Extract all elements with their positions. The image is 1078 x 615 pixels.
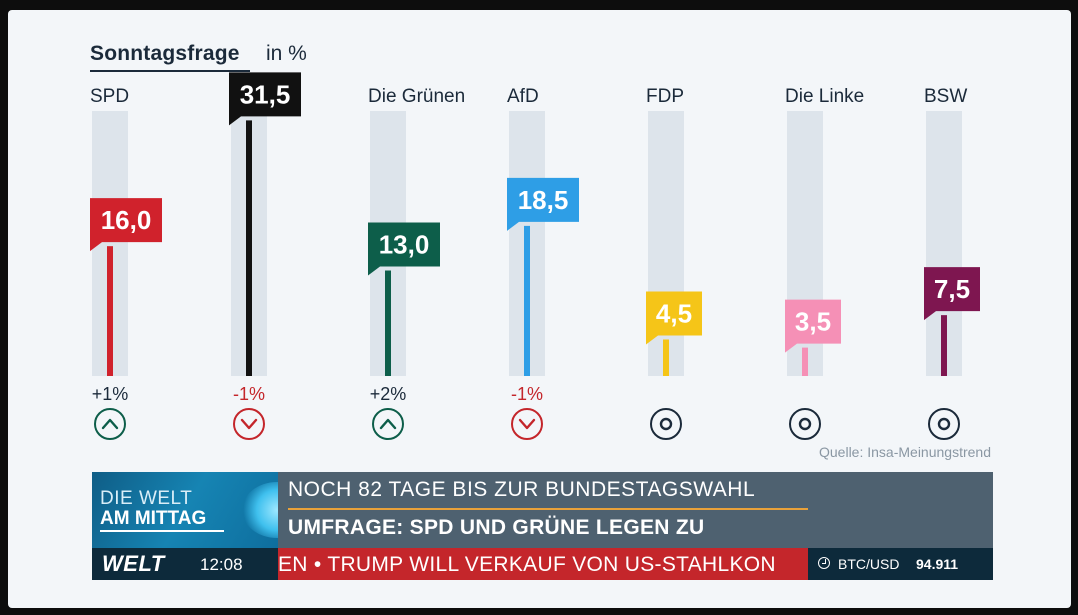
value-label-afd: 18,5 [518, 185, 569, 215]
value-flag-die-gr-nen [368, 222, 440, 276]
bar-fdp [663, 339, 669, 376]
news-ticker: DIE WELT AM MITTAG NOCH 82 TAGE BIS ZUR … [92, 472, 993, 580]
chart-title: Sonntagsfrage [90, 42, 240, 65]
chevron-up-icon [379, 418, 397, 430]
bar-bsw [941, 315, 947, 376]
trend-up-icon [94, 408, 126, 440]
neutral-dot-icon [659, 417, 673, 431]
trend-neutral-icon [789, 408, 821, 440]
headline-secondary: UMFRAGE: SPD UND GRÜNE LEGEN ZU [288, 516, 705, 539]
show-name-line1: DIE WELT [100, 488, 193, 509]
bar-afd [524, 225, 530, 376]
bar-die-gr-nen [385, 270, 391, 376]
chevron-down-icon [518, 418, 536, 430]
value-label-spd: 16,0 [101, 205, 152, 235]
chevron-up-icon [101, 418, 119, 430]
btc-box: BTC/USD 94.911 [808, 548, 993, 580]
category-label-die-linke: Die Linke [785, 86, 864, 107]
value-label-die-linke: 3,5 [795, 307, 831, 337]
category-label-spd: SPD [90, 86, 129, 107]
headline-box: NOCH 82 TAGE BIS ZUR BUNDESTAGSWAHL UMFR… [278, 472, 993, 548]
category-label-fdp: FDP [646, 86, 684, 107]
show-title-box: DIE WELT AM MITTAG [92, 472, 278, 548]
tv-screen: Sonntagsfrage in % SPD16,0+1%CDU31,5-1%D… [8, 10, 1071, 608]
show-underline [100, 530, 224, 532]
value-flag-afd [507, 177, 579, 231]
clock-check-icon [818, 557, 830, 569]
value-label-fdp: 4,5 [656, 298, 692, 328]
welt-logo: WELT [102, 551, 165, 576]
neutral-dot-icon [798, 417, 812, 431]
headline-separator [288, 508, 808, 510]
trend-neutral-icon [928, 408, 960, 440]
value-flag-die-linke [785, 299, 841, 353]
news-crawl-text: EN • TRUMP WILL VERKAUF VON US-STAHLKON [278, 553, 776, 576]
logo-box: WELT 12:08 [92, 548, 278, 580]
category-label-afd: AfD [507, 86, 539, 107]
value-flag-fdp [646, 291, 702, 345]
headline-primary: NOCH 82 TAGE BIS ZUR BUNDESTAGSWAHL [288, 478, 756, 501]
clock: 12:08 [200, 555, 243, 574]
change-label-afd: -1% [511, 384, 543, 404]
neutral-dot-icon [937, 417, 951, 431]
value-label-bsw: 7,5 [934, 274, 970, 304]
change-label-spd: +1% [92, 384, 129, 404]
bar-die-linke [802, 347, 808, 376]
btc-label: BTC/USD [838, 556, 900, 572]
value-label-die-gr-nen: 13,0 [379, 230, 430, 260]
chart-source: Quelle: Insa-Meinungstrend [819, 444, 991, 460]
change-label-cdu: -1% [233, 384, 265, 404]
trend-up-icon [372, 408, 404, 440]
trend-down-icon [233, 408, 265, 440]
value-flag-cdu [229, 72, 301, 126]
trend-down-icon [511, 408, 543, 440]
value-flag-spd [90, 198, 162, 252]
title-underline [90, 70, 250, 72]
btc-value: 94.911 [916, 556, 959, 572]
news-crawl-box: EN • TRUMP WILL VERKAUF VON US-STAHLKON [278, 548, 808, 580]
change-label-die-gr-nen: +2% [370, 384, 407, 404]
value-flag-bsw [924, 267, 980, 321]
category-label-bsw: BSW [924, 86, 967, 107]
chevron-down-icon [240, 418, 258, 430]
value-label-cdu: 31,5 [240, 79, 291, 109]
category-label-die-gr-nen: Die Grünen [368, 86, 465, 107]
bar-cdu [246, 120, 252, 377]
trend-neutral-icon [650, 408, 682, 440]
show-glow-graphic [242, 482, 278, 538]
bar-spd [107, 246, 113, 376]
chart-unit-label: in % [266, 42, 307, 65]
show-name-line2: AM MITTAG [100, 508, 207, 529]
